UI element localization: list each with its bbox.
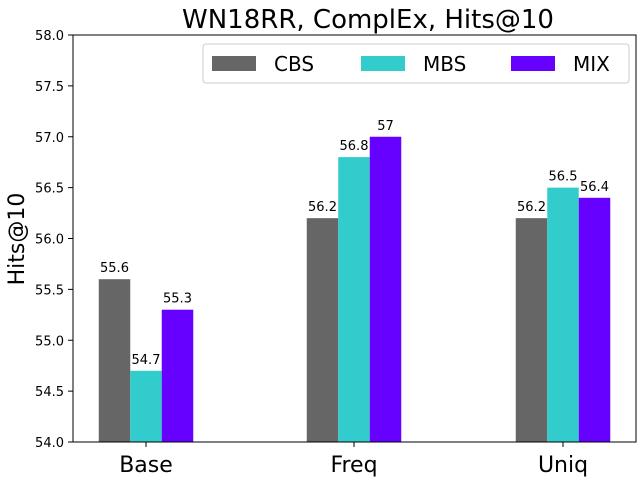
- bars-group: [98, 136, 611, 442]
- y-tick-label: 57.5: [35, 80, 64, 95]
- y-tick-label: 54.5: [35, 385, 64, 400]
- data-label-mbs-base: 54.7: [132, 353, 161, 368]
- y-axis-ticks: 54.0 54.5 55.0 55.5 56.0 56.5 57.0 57.5 58.0: [35, 29, 73, 451]
- x-tick-label-freq: Freq: [330, 453, 377, 478]
- bar-mbs-freq: [338, 157, 370, 442]
- y-tick-label: 55.0: [35, 334, 64, 349]
- legend-label-mix: MIX: [573, 52, 610, 76]
- bar-cbs-uniq: [515, 218, 548, 442]
- x-tick-label-base: Base: [119, 453, 173, 478]
- y-tick-label: 56.0: [35, 233, 64, 248]
- y-tick-label: 55.5: [35, 283, 64, 298]
- bar-cbs-freq: [306, 218, 339, 442]
- chart-title: WN18RR, ComplEx, Hits@10: [182, 5, 554, 35]
- legend-label-mbs: MBS: [423, 52, 466, 76]
- y-tick-label: 56.5: [35, 182, 64, 197]
- legend-swatch-mbs: [361, 56, 405, 71]
- bar-mix-freq: [369, 136, 402, 442]
- data-label-mbs-uniq: 56.5: [549, 170, 578, 185]
- legend-frame: [202, 43, 630, 84]
- data-label-mix-base: 55.3: [163, 292, 192, 307]
- legend-label-cbs: CBS: [274, 52, 314, 76]
- bar-mix-base: [161, 309, 194, 442]
- data-label-cbs-freq: 56.2: [308, 200, 337, 215]
- y-tick-label: 57.0: [35, 131, 64, 146]
- y-tick-label: 58.0: [35, 29, 64, 44]
- x-axis-ticks: Base Freq Uniq: [119, 442, 588, 478]
- data-label-cbs-uniq: 56.2: [517, 200, 546, 215]
- bar-mix-uniq: [578, 197, 611, 442]
- bar-mbs-base: [130, 370, 162, 442]
- y-tick-label: 54.0: [35, 436, 64, 451]
- bar-cbs-base: [98, 279, 131, 442]
- data-label-cbs-base: 55.6: [100, 261, 129, 276]
- data-label-mix-freq: 57: [377, 119, 394, 134]
- legend-swatch-mix: [511, 56, 555, 71]
- x-tick-label-uniq: Uniq: [538, 453, 588, 478]
- bar-mbs-uniq: [547, 187, 579, 442]
- legend-swatch-cbs: [212, 56, 256, 71]
- data-label-mbs-freq: 56.8: [340, 139, 369, 154]
- data-label-mix-uniq: 56.4: [580, 180, 609, 195]
- legend: CBS MBS MIX: [202, 43, 630, 84]
- y-axis-label: Hits@10: [5, 193, 30, 286]
